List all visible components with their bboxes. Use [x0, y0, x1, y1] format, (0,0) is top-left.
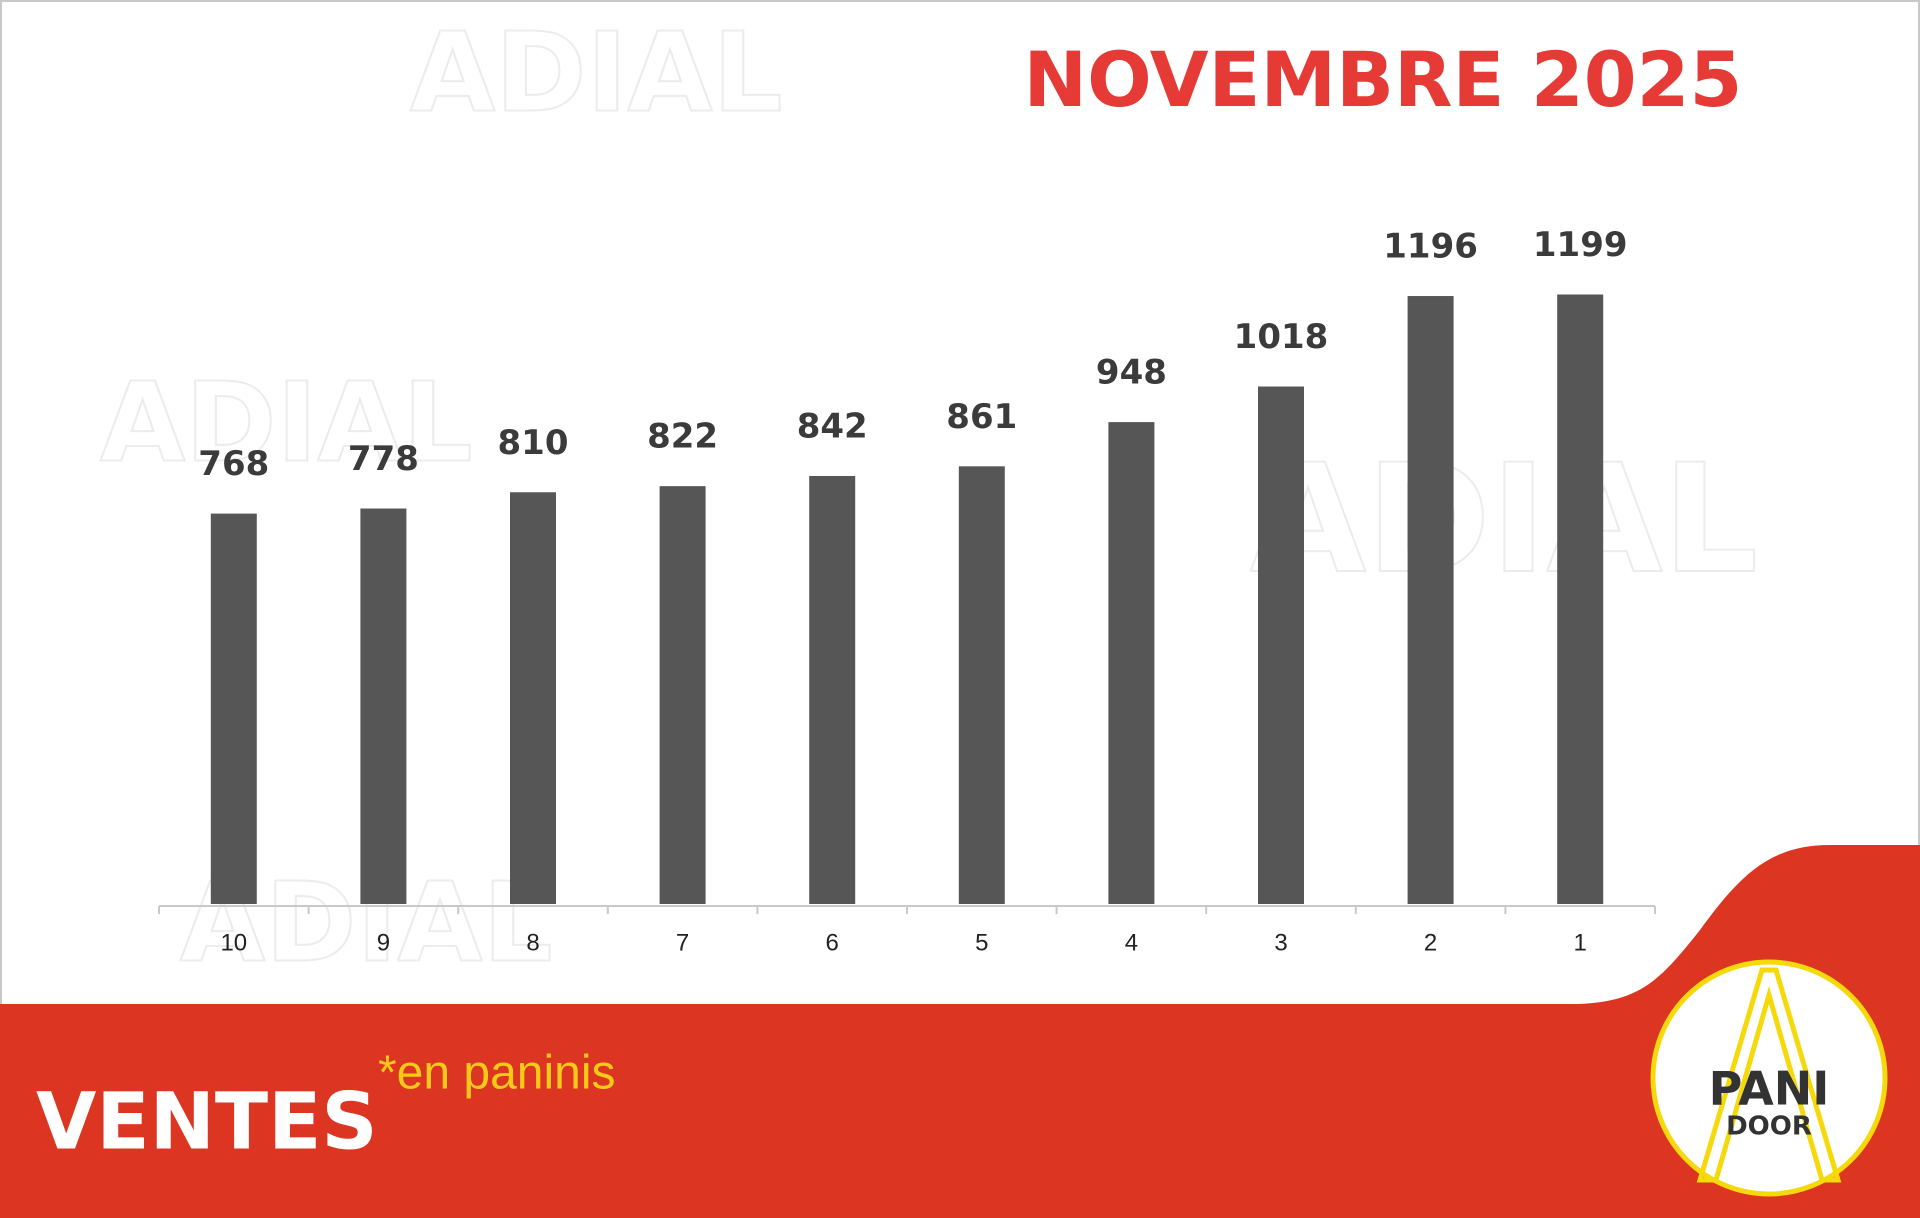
- value-label: 778: [348, 439, 419, 479]
- x-tick-label: 6: [826, 929, 839, 956]
- value-label: 822: [647, 417, 718, 457]
- bar: [659, 486, 706, 904]
- value-label: 861: [946, 397, 1017, 437]
- value-label: 842: [797, 406, 868, 446]
- chart-title: NOVEMBRE 2025: [1024, 35, 1743, 124]
- x-tick-label: 5: [975, 929, 988, 956]
- logo-a: [1696, 967, 1842, 1183]
- bar: [210, 513, 257, 904]
- bar: [958, 466, 1005, 904]
- bar: [1407, 296, 1454, 904]
- logo-line1: PANI: [1709, 1062, 1830, 1116]
- x-tick-label: 9: [377, 929, 390, 956]
- watermark: ADIAL: [410, 8, 783, 136]
- watermark: ADIAL: [1250, 433, 1758, 607]
- banner-note: *en paninis: [378, 1047, 616, 1100]
- bar: [510, 492, 556, 904]
- x-tick-label: 10: [220, 929, 247, 956]
- bar: [1258, 386, 1304, 904]
- value-label: 1196: [1383, 227, 1478, 267]
- x-tick-label: 2: [1424, 929, 1437, 956]
- x-tick-label: 4: [1125, 929, 1138, 956]
- x-tick-label: 8: [526, 929, 539, 956]
- bar: [1557, 294, 1604, 905]
- value-label: 810: [498, 423, 569, 463]
- x-tick-label: 7: [676, 929, 689, 956]
- x-tick-label: 1: [1574, 929, 1587, 956]
- value-label: 768: [198, 444, 269, 484]
- watermark: ADIAL: [100, 358, 473, 486]
- logo-line2: DOOR: [1726, 1112, 1812, 1142]
- banner-title: VENTES: [36, 1077, 378, 1167]
- value-label: 948: [1096, 353, 1167, 393]
- bar: [809, 475, 856, 904]
- plot: 768 10 778 9 810 8 822 7 842 6 861 5 948 4 1018 3 1196 2 1…: [158, 225, 1656, 956]
- value-label: 1018: [1234, 317, 1329, 357]
- bar: [1108, 422, 1155, 904]
- value-label: 1199: [1533, 225, 1628, 265]
- logo: PANI DOOR: [1650, 959, 1888, 1197]
- x-tick-label: 3: [1274, 929, 1287, 956]
- bar: [360, 508, 407, 904]
- banner: [0, 845, 1920, 1218]
